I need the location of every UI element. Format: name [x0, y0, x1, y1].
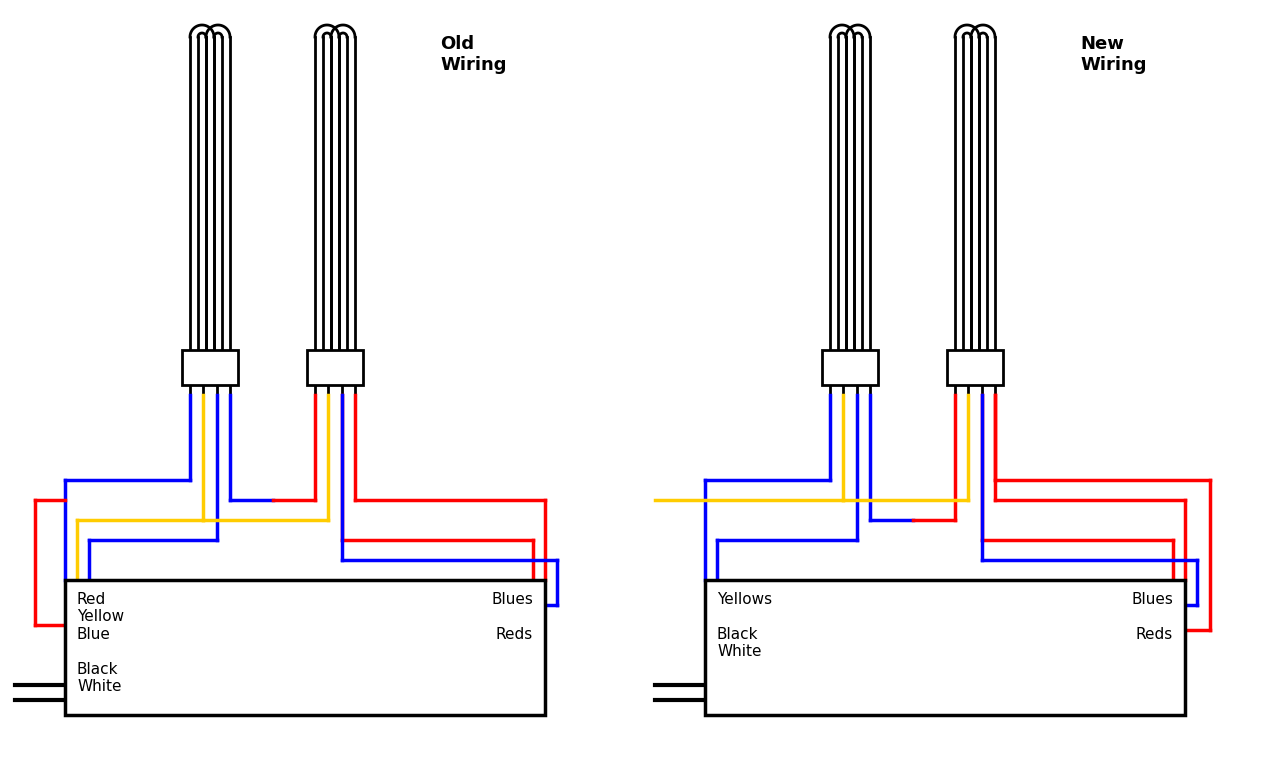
Text: Old
Wiring: Old Wiring — [440, 35, 507, 74]
Bar — [307, 350, 364, 385]
Text: Blues

Reds: Blues Reds — [1132, 592, 1172, 642]
Bar — [65, 580, 545, 715]
Text: New
Wiring: New Wiring — [1080, 35, 1147, 74]
Bar — [947, 350, 1004, 385]
Text: Red
Yellow
Blue

Black
White: Red Yellow Blue Black White — [77, 592, 124, 694]
Text: Yellows

Black
White: Yellows Black White — [717, 592, 772, 659]
Text: Blues

Reds: Blues Reds — [492, 592, 532, 642]
Bar — [822, 350, 878, 385]
Bar — [705, 580, 1185, 715]
Bar — [182, 350, 238, 385]
